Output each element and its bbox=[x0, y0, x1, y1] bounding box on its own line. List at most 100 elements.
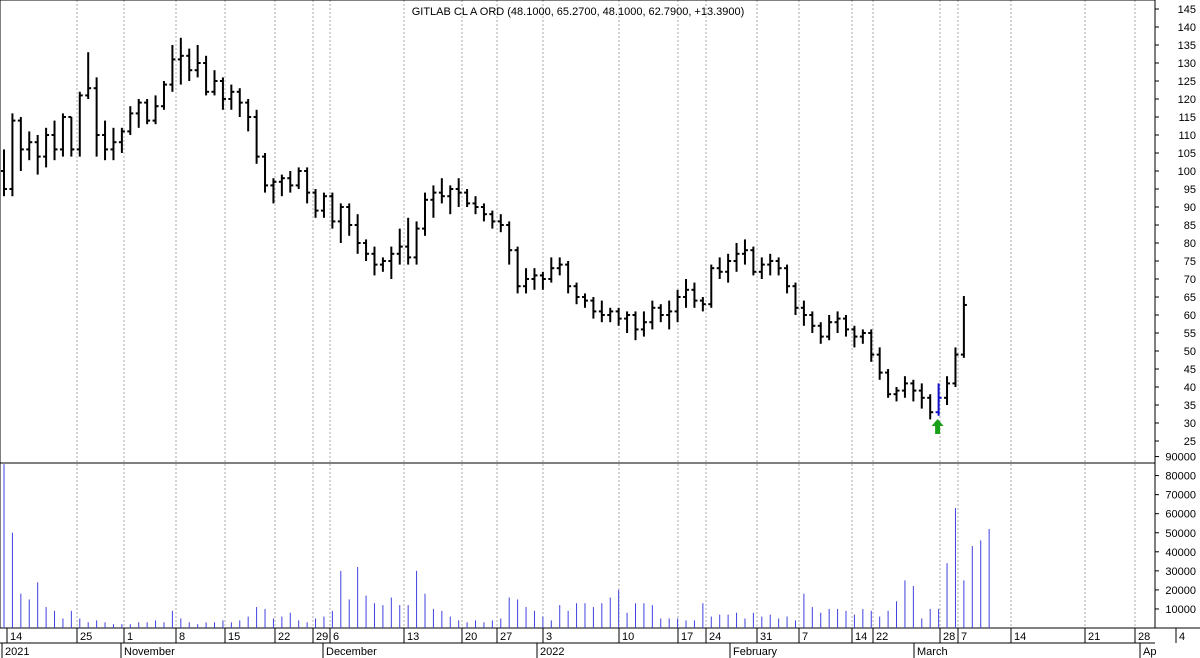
day-label: 13 bbox=[407, 631, 419, 643]
day-label: 6 bbox=[333, 631, 339, 643]
day-label: 15 bbox=[228, 631, 240, 643]
ohlc-bar bbox=[674, 289, 681, 323]
date-axis: 14 25 1 8 15 22 29 6 13 20 27 3 10 17 24 31 7 14 22 28 7 14 21… bbox=[1, 628, 1185, 658]
ohlc-bar bbox=[9, 113, 16, 197]
price-tick-label: 55 bbox=[1184, 328, 1196, 340]
ohlc-bar bbox=[118, 127, 125, 153]
ohlc-bar bbox=[716, 257, 723, 279]
ohlc-bar bbox=[531, 268, 538, 290]
volume-tick-label: 10000 bbox=[1165, 604, 1196, 616]
day-label: 25 bbox=[80, 631, 92, 643]
price-tick-label: 140 bbox=[1178, 22, 1196, 34]
ohlc-bar bbox=[632, 311, 639, 341]
period-label: November bbox=[124, 646, 175, 658]
ohlc-bar bbox=[523, 268, 530, 294]
ohlc-bar bbox=[657, 304, 664, 323]
ohlc-bar bbox=[741, 239, 748, 265]
ohlc-bar bbox=[944, 376, 951, 405]
ohlc-bar bbox=[320, 192, 327, 218]
ohlc-bar bbox=[666, 300, 673, 330]
day-label: 14 bbox=[855, 631, 867, 643]
price-tick-label: 75 bbox=[1184, 256, 1196, 268]
day-label: 8 bbox=[179, 631, 185, 643]
ohlc-bar bbox=[489, 210, 496, 229]
ohlc-bar bbox=[211, 70, 218, 96]
price-bars bbox=[1, 37, 967, 420]
price-axis: 25 30 35 40 45 50 55 60 65 70 75 80 85 90 95 100 105 110 1… bbox=[1155, 4, 1196, 448]
volume-panel-frame bbox=[0, 462, 1156, 629]
ohlc-bar bbox=[910, 379, 917, 402]
ohlc-bar bbox=[539, 271, 546, 290]
ohlc-bar bbox=[885, 369, 892, 398]
ohlc-bar bbox=[270, 178, 277, 204]
day-label: 3 bbox=[546, 631, 552, 643]
ohlc-bar bbox=[893, 387, 900, 402]
chart-title: GITLAB CL A ORD (48.1000, 65.2700, 48.10… bbox=[412, 6, 745, 18]
price-tick-label: 60 bbox=[1184, 310, 1196, 322]
ohlc-bar bbox=[354, 214, 361, 254]
price-tick-label: 135 bbox=[1178, 40, 1196, 52]
ohlc-bar bbox=[565, 261, 572, 294]
day-label: 21 bbox=[1088, 631, 1100, 643]
ohlc-bar bbox=[144, 99, 151, 125]
ohlc-bar bbox=[640, 311, 647, 337]
ohlc-bar bbox=[203, 55, 210, 96]
volume-tick-label: 50000 bbox=[1165, 528, 1196, 540]
ohlc-bar bbox=[758, 257, 765, 279]
ohlc-bar bbox=[312, 189, 319, 218]
ohlc-bar bbox=[615, 307, 622, 326]
ohlc-bar bbox=[514, 246, 521, 294]
volume-axis: 10000 20000 30000 40000 50000 60000 70000 80000… bbox=[1155, 452, 1196, 616]
ohlc-bar bbox=[868, 329, 875, 362]
price-tick-label: 65 bbox=[1184, 292, 1196, 304]
day-label: 10 bbox=[622, 631, 634, 643]
ohlc-bar bbox=[851, 325, 858, 348]
ohlc-bar bbox=[733, 243, 740, 272]
price-tick-label: 105 bbox=[1178, 148, 1196, 160]
ohlc-bar bbox=[43, 127, 50, 168]
ohlc-bar bbox=[110, 127, 117, 161]
ohlc-bar bbox=[186, 48, 193, 81]
ohlc-bar bbox=[396, 228, 403, 265]
volume-tick-label: 40000 bbox=[1165, 547, 1196, 559]
price-tick-label: 45 bbox=[1184, 364, 1196, 376]
ohlc-bar bbox=[287, 171, 294, 193]
ohlc-bar bbox=[590, 297, 597, 319]
ohlc-bar bbox=[952, 347, 959, 387]
ohlc-bar bbox=[708, 264, 715, 308]
ohlc-bar bbox=[278, 174, 285, 197]
ohlc-bar bbox=[371, 246, 378, 276]
ohlc-bar bbox=[438, 178, 445, 204]
volume-tick-label: 30000 bbox=[1165, 566, 1196, 578]
ohlc-bar bbox=[683, 279, 690, 308]
day-label: 1 bbox=[127, 631, 133, 643]
ohlc-bar bbox=[792, 282, 799, 315]
ohlc-bar bbox=[219, 77, 226, 110]
price-tick-label: 35 bbox=[1184, 400, 1196, 412]
ohlc-bar bbox=[85, 52, 92, 99]
period-label: Ap bbox=[1143, 646, 1156, 658]
ohlc-bar bbox=[548, 257, 555, 283]
price-tick-label: 25 bbox=[1184, 436, 1196, 448]
ohlc-bar bbox=[329, 192, 336, 229]
day-label: 14 bbox=[10, 631, 22, 643]
ohlc-bar bbox=[102, 120, 109, 161]
day-label: 28 bbox=[1138, 631, 1150, 643]
ohlc-bar bbox=[826, 315, 833, 341]
ohlc-bar bbox=[691, 282, 698, 308]
grid-lines bbox=[76, 0, 1136, 628]
ohlc-bar bbox=[76, 91, 83, 157]
day-label: 29 bbox=[316, 631, 328, 643]
up-arrow-icon bbox=[931, 419, 944, 434]
price-tick-label: 100 bbox=[1178, 166, 1196, 178]
volume-tick-label: 60000 bbox=[1165, 509, 1196, 521]
ohlc-bar bbox=[464, 189, 471, 207]
day-label: 27 bbox=[500, 631, 512, 643]
ohlc-bar bbox=[379, 257, 386, 272]
day-label: 24 bbox=[709, 631, 721, 643]
ohlc-bar bbox=[725, 253, 732, 283]
ohlc-bar bbox=[228, 84, 235, 110]
period-label: December bbox=[326, 646, 377, 658]
ohlc-bar bbox=[817, 322, 824, 344]
ohlc-bar bbox=[388, 246, 395, 279]
